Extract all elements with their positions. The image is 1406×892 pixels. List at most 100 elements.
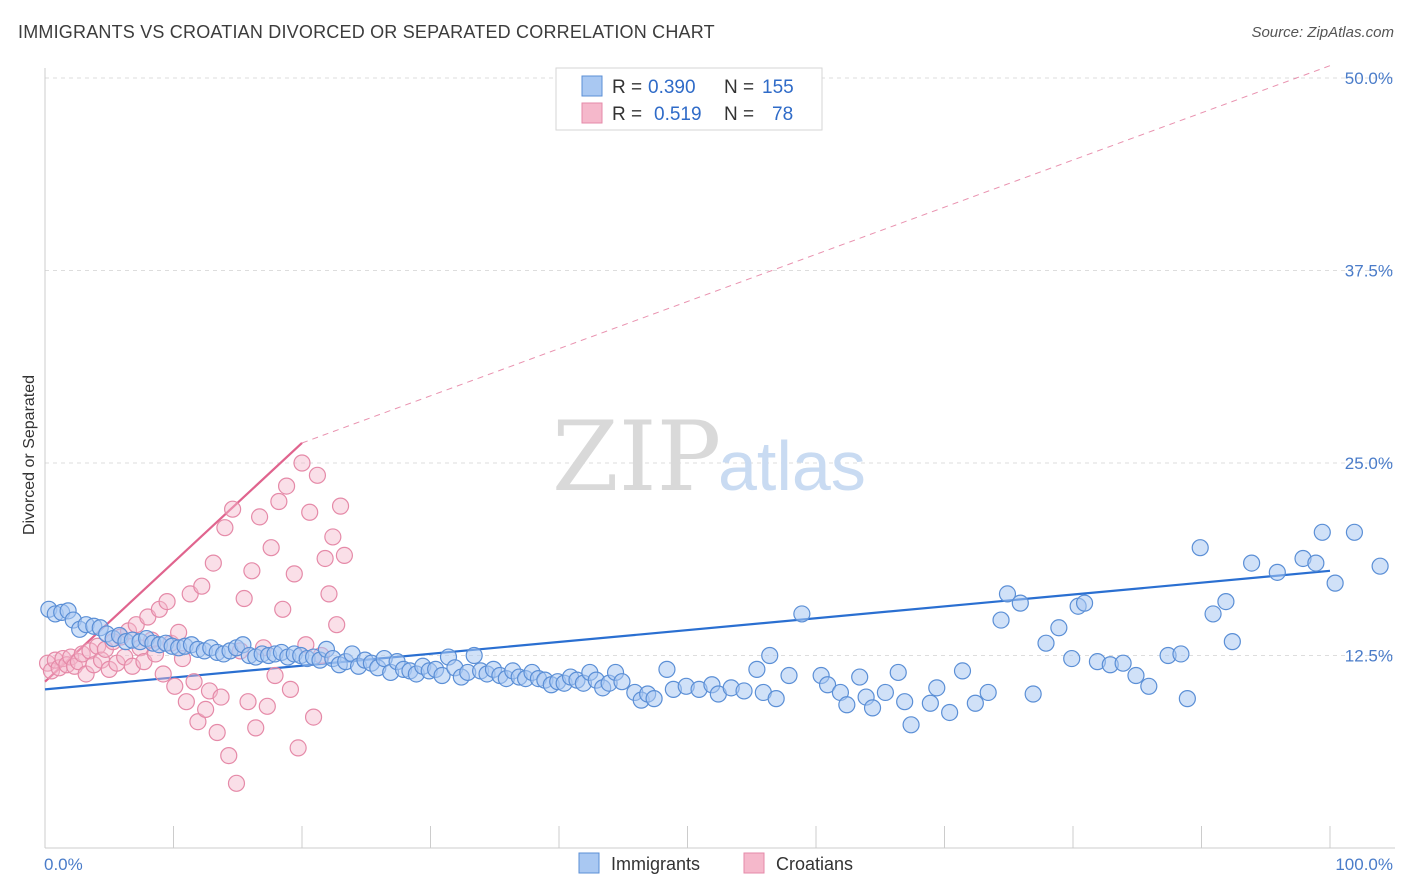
watermark-zip-text: ZIP xyxy=(552,401,721,513)
croatians-point-39 xyxy=(189,713,207,731)
watermark: ZIP atlas xyxy=(552,401,866,513)
immigrants-bottom-label: Immigrants xyxy=(611,854,700,874)
x-tick-label-0: 0.0% xyxy=(44,855,83,874)
immigrants-point-146 xyxy=(1243,554,1261,572)
immigrants-point-61 xyxy=(433,666,451,685)
y-tick-label-2: 37.5% xyxy=(1345,262,1393,281)
immigrants-point-133 xyxy=(1075,594,1094,612)
immigrants-point-94 xyxy=(658,660,676,678)
immigrants-trend-line xyxy=(44,569,1331,691)
croatians-point-66 xyxy=(293,454,311,472)
croatians-point-62 xyxy=(277,477,296,495)
immigrants-point-129 xyxy=(1037,634,1055,652)
immigrants-point-102 xyxy=(748,660,766,678)
immigrants-point-66 xyxy=(465,646,483,665)
croatians-point-49 xyxy=(227,774,246,792)
croatians-point-69 xyxy=(304,708,323,726)
chart-source: Source: ZipAtlas.com xyxy=(1251,24,1394,41)
croatians-point-40 xyxy=(193,577,211,595)
immigrants-point-151 xyxy=(1326,574,1344,592)
croatians-point-31 xyxy=(158,592,176,611)
immigrants-point-131 xyxy=(1063,649,1081,668)
croatians-point-57 xyxy=(258,697,276,715)
croatians-point-43 xyxy=(204,554,222,572)
croatians-point-59 xyxy=(266,666,284,685)
croatians-bottom-swatch xyxy=(743,852,765,874)
croatians-point-44 xyxy=(208,723,226,742)
immigrants-point-117 xyxy=(896,693,914,711)
croatians-point-72 xyxy=(316,549,334,568)
legend-n-value-immigrants: 155 xyxy=(762,77,794,98)
immigrants-point-116 xyxy=(889,663,907,682)
croatians-point-38 xyxy=(185,673,203,691)
immigrants-point-121 xyxy=(941,703,959,722)
immigrants-point-145 xyxy=(1223,633,1241,651)
croatians-point-30 xyxy=(154,665,172,683)
immigrants-point-107 xyxy=(793,605,811,623)
immigrants-point-140 xyxy=(1172,645,1190,663)
immigrants-point-109 xyxy=(818,676,837,694)
legend-r-label-croatians: R = xyxy=(612,104,642,125)
immigrants-point-119 xyxy=(921,694,939,712)
immigrants-point-93 xyxy=(645,690,663,708)
legend-r-label-immigrants: R = xyxy=(612,77,642,98)
immigrants-point-149 xyxy=(1307,554,1325,572)
immigrants-bottom-swatch xyxy=(578,852,600,874)
legend-r-value-croatians: 0.519 xyxy=(654,104,702,125)
croatians-point-51 xyxy=(235,589,253,608)
legend-n-label-immigrants: N = xyxy=(724,77,754,98)
croatians-point-41 xyxy=(197,700,215,719)
immigrants-point-127 xyxy=(1011,594,1029,612)
croatians-point-55 xyxy=(250,508,269,526)
immigrants-point-152 xyxy=(1345,523,1364,541)
croatians-point-76 xyxy=(331,497,350,515)
legend-r-value-immigrants: 0.390 xyxy=(648,77,696,98)
croatians-point-58 xyxy=(262,539,280,557)
immigrants-legend-swatch xyxy=(581,75,603,97)
legend-n-label-croatians: N = xyxy=(724,104,754,125)
immigrants-point-141 xyxy=(1178,690,1196,708)
immigrants-point-105 xyxy=(767,690,785,708)
croatians-point-74 xyxy=(324,528,342,546)
immigrants-point-123 xyxy=(966,694,984,712)
croatians-point-61 xyxy=(274,600,292,618)
croatians-point-53 xyxy=(243,562,261,580)
immigrants-point-137 xyxy=(1127,666,1145,685)
y-tick-label-0: 12.5% xyxy=(1345,647,1393,666)
immigrants-point-153 xyxy=(1371,557,1389,575)
immigrants-point-126 xyxy=(998,585,1017,603)
immigrants-point-115 xyxy=(876,683,894,702)
axes xyxy=(44,68,1395,849)
croatians-point-46 xyxy=(216,519,234,537)
croatians-point-47 xyxy=(220,746,238,765)
immigrants-point-111 xyxy=(838,696,856,714)
croatians-point-73 xyxy=(320,585,338,603)
immigrants-point-142 xyxy=(1191,539,1209,557)
legend-n-value-croatians: 78 xyxy=(772,104,793,125)
immigrants-point-104 xyxy=(761,646,779,665)
croatians-point-45 xyxy=(212,688,230,706)
bottom-legend: Immigrants Croatians xyxy=(578,852,853,874)
y-axis-title: Divorced or Separated xyxy=(21,375,38,535)
y-tick-labels: 12.5% 25.0% 37.5% 50.0% xyxy=(1345,69,1393,666)
chart-title: IMMIGRANTS VS CROATIAN DIVORCED OR SEPAR… xyxy=(18,22,715,42)
croatians-point-70 xyxy=(308,466,327,484)
croatians-point-63 xyxy=(281,680,300,698)
croatians-point-52 xyxy=(239,693,257,711)
x-tick-label-1: 100.0% xyxy=(1335,855,1393,874)
croatians-point-33 xyxy=(166,677,184,695)
croatians-point-77 xyxy=(335,546,354,565)
immigrants-point-138 xyxy=(1140,677,1158,695)
immigrants-point-128 xyxy=(1024,685,1042,703)
immigrants-point-118 xyxy=(902,716,920,734)
croatians-point-75 xyxy=(328,616,346,634)
croatians-bottom-label: Croatians xyxy=(776,854,853,874)
immigrants-point-101 xyxy=(735,682,753,700)
immigrants-point-136 xyxy=(1114,654,1132,672)
croatians-point-54 xyxy=(247,719,265,737)
croatians-point-65 xyxy=(289,739,307,757)
immigrants-point-150 xyxy=(1313,523,1331,541)
croatians-point-48 xyxy=(224,500,242,518)
stats-legend: R = 0.390 N = 155 R = 0.519 N = 78 xyxy=(555,67,823,131)
